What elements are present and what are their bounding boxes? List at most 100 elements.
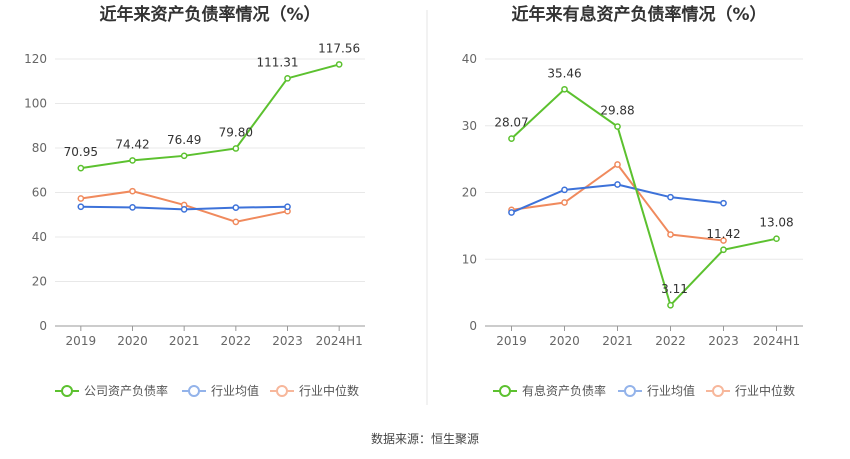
x-tick-label: 2019	[66, 334, 97, 348]
legend-label: 行业均值	[647, 383, 695, 398]
median-series-point[interactable]	[667, 231, 674, 238]
data-label: 74.42	[115, 137, 149, 151]
y-tick-label: 0	[469, 319, 477, 333]
x-tick-label: 2023	[708, 334, 739, 348]
legend-item-company[interactable]: 公司资产负债率	[55, 383, 168, 398]
y-tick-label: 60	[32, 186, 47, 200]
grid	[55, 58, 365, 282]
y-tick-label: 0	[39, 319, 47, 333]
data-label: 11.42	[706, 227, 740, 241]
legend-item-median[interactable]: 行业中位数	[270, 383, 359, 398]
series-lines	[77, 61, 343, 226]
y-tick-label: 40	[462, 52, 477, 66]
median-series-point[interactable]	[232, 218, 240, 226]
x-tick-label: 2022	[655, 334, 686, 348]
legend-marker-icon	[499, 385, 511, 397]
y-axis-ticks: 0 10 20 30 40	[462, 52, 477, 333]
x-tick-label: 2020	[117, 334, 148, 348]
primary-series-point[interactable]	[335, 61, 343, 68]
primary-series-point[interactable]	[561, 85, 568, 93]
legend-marker-icon	[624, 385, 636, 397]
y-axis-ticks: 0 20 40 60 80 100 120	[24, 52, 47, 333]
average-series-point[interactable]	[561, 186, 568, 194]
series-lines	[508, 85, 780, 309]
legend-label: 有息资产负债率	[522, 383, 606, 398]
y-tick-label: 120	[24, 52, 47, 66]
legend-marker-icon	[276, 385, 288, 397]
data-label: 13.08	[759, 216, 793, 230]
x-axis: 2019 2020 2021 2022 2023 2024H1	[55, 325, 365, 348]
primary-series-point[interactable]	[773, 235, 780, 243]
x-tick-label: 2021	[602, 334, 633, 348]
y-tick-label: 80	[32, 141, 47, 155]
data-label: 35.46	[547, 66, 581, 80]
legend-marker-icon	[712, 385, 724, 397]
average-series-point[interactable]	[232, 204, 240, 211]
x-tick-label: 2024H1	[753, 334, 800, 348]
primary-series-point[interactable]	[284, 74, 291, 82]
primary-series-point[interactable]	[77, 164, 85, 172]
primary-series-line	[80, 63, 340, 170]
median-series-point[interactable]	[129, 187, 136, 195]
x-tick-label: 2019	[496, 334, 527, 348]
legend: 公司资产负债率 行业均值 行业中位数	[55, 383, 359, 398]
average-series-point[interactable]	[508, 209, 515, 216]
data-label: 111.31	[257, 55, 299, 69]
median-series-point[interactable]	[614, 161, 621, 168]
median-series-point[interactable]	[720, 237, 727, 244]
data-label: 76.49	[167, 133, 201, 147]
primary-series-point[interactable]	[180, 152, 188, 160]
chart-title: 近年来有息资产负债率情况（%）	[511, 4, 766, 25]
primary-series-point[interactable]	[614, 123, 621, 130]
data-labels: 28.07 35.46 29.88 3.11 11.42 13.08	[494, 66, 793, 296]
average-series-line	[511, 183, 724, 214]
median-series-point[interactable]	[561, 199, 568, 206]
y-tick-label: 30	[462, 119, 477, 133]
primary-series-point[interactable]	[667, 301, 674, 309]
legend-item-median[interactable]: 行业中位数	[706, 383, 795, 398]
data-label: 117.56	[318, 41, 360, 55]
average-series-point[interactable]	[614, 181, 621, 188]
legend-marker-icon	[61, 385, 73, 397]
y-tick-label: 40	[32, 230, 47, 244]
x-tick-label: 2020	[549, 334, 580, 348]
chart-title: 近年来资产负债率情况（%）	[99, 4, 320, 25]
y-tick-label: 20	[462, 186, 477, 200]
average-series-point[interactable]	[180, 206, 188, 213]
median-series-point[interactable]	[77, 195, 85, 202]
average-series-point[interactable]	[77, 203, 85, 211]
primary-series-point[interactable]	[508, 135, 515, 142]
average-series-point[interactable]	[284, 203, 291, 211]
primary-series-point[interactable]	[720, 246, 727, 254]
x-axis: 2019 2020 2021 2022 2023 2024H1	[485, 325, 803, 348]
primary-series-point[interactable]	[129, 157, 136, 164]
legend-marker-icon	[188, 385, 200, 397]
legend-label: 行业中位数	[735, 383, 795, 398]
data-label: 28.07	[494, 116, 528, 130]
primary-series-line	[510, 88, 777, 308]
average-series-point[interactable]	[129, 204, 136, 211]
x-tick-label: 2022	[221, 334, 252, 348]
legend-item-avg[interactable]: 行业均值	[618, 383, 695, 398]
legend-label: 公司资产负债率	[84, 383, 168, 398]
data-label: 79.80	[219, 125, 253, 139]
legend-item-avg[interactable]: 行业均值	[182, 383, 259, 398]
primary-series-point[interactable]	[232, 145, 240, 152]
x-tick-label: 2024H1	[316, 334, 363, 348]
legend: 有息资产负债率 行业均值 行业中位数	[493, 383, 795, 398]
data-label: 3.11	[661, 282, 688, 296]
data-labels: 70.95 74.42 76.49 79.80 111.31 117.56	[64, 41, 361, 159]
grid	[485, 58, 803, 260]
average-series-point[interactable]	[667, 193, 674, 201]
data-label: 29.88	[600, 104, 634, 118]
median-series-line	[511, 163, 724, 242]
y-tick-label: 10	[462, 252, 477, 266]
y-tick-label: 100	[24, 97, 47, 111]
data-label: 70.95	[64, 145, 98, 159]
y-tick-label: 20	[32, 275, 47, 289]
average-series-point[interactable]	[720, 199, 727, 207]
legend-item-interest-bearing[interactable]: 有息资产负债率	[493, 383, 606, 398]
x-tick-label: 2021	[169, 334, 200, 348]
